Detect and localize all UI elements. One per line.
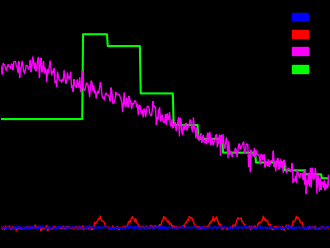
Legend: , , , : , , ,: [289, 8, 322, 80]
